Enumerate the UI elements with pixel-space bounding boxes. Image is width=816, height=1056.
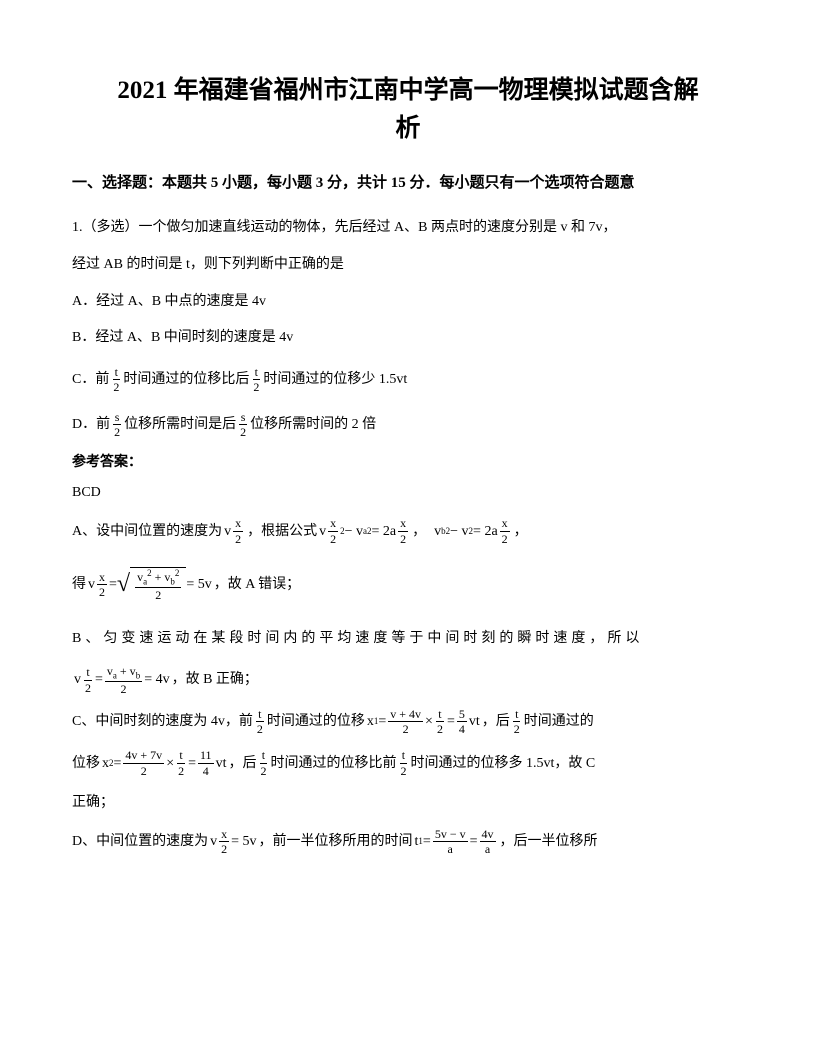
expa-de: 得 [72,568,86,602]
title-line2: 析 [395,115,420,142]
explanation-d: D、中间位置的速度为 v x2 = 5v ，前一半位移所用的时间 t1 = 5v… [72,825,744,859]
expa-mid: ，根据公式 [247,515,317,549]
optd-post: 位移所需时间的 2 倍 [250,405,376,444]
answer-label: 参考答案： [72,451,744,471]
formula-x1: x1 = v + 4v2 × t2 = 54 vt [367,705,480,739]
option-a: A．经过 A、B 中点的速度是 4v [72,287,744,318]
fraction-s-2: s 2 [112,410,122,440]
optc-pre: C．前 [72,360,109,399]
formula-a1: v x2 2 − v a 2 = 2a x2 [319,515,410,549]
expc-mid3: 时间通过的 [524,705,594,739]
expd-post: ，后一半位移所 [500,825,598,859]
expc2-post: 时间通过的位移多 1.5vt，故 C [410,747,595,781]
explanation-c2: 位移 x2 = 4v + 7v2 × t2 = 114 vt ，后 t2 时间通… [72,747,744,781]
fraction-t-2: t 2 [251,365,261,395]
explanation-a2: 得 v x2 = √ va2 + vb2 2 = 5v ，故 A 错误； [72,556,744,614]
expa-pre: A、设中间位置的速度为 [72,515,222,549]
fraction-t-2: t 2 [111,365,121,395]
answer-code: BCD [72,485,744,501]
expb2-post: ，故 B 正确； [172,663,258,697]
fraction-x-2: x 2 [233,516,243,546]
explanation-c3: 正确； [72,788,744,819]
sqrt: √ va2 + vb2 2 [117,556,186,614]
question-line1: 1.（多选）一个做匀加速直线运动的物体，先后经过 A、B 两点时的速度分别是 v… [72,213,744,244]
comma1: ， [412,515,426,549]
formula-a2: v b 2 − v 2 = 2a x2 [434,515,512,549]
explanation-b2: v t2 = va + vb 2 = 4v ，故 B 正确； [72,663,744,697]
optc-mid: 时间通过的位移比后 [123,360,249,399]
option-c: C．前 t 2 时间通过的位移比后 t 2 时间通过的位移少 1.5vt [72,360,744,399]
fraction-s-2: s 2 [238,410,248,440]
optc-post: 时间通过的位移少 1.5vt [263,360,407,399]
expc2-mid2: 时间通过的位移比前 [270,747,396,781]
explanation-c: C、中间时刻的速度为 4v，前 t2 时间通过的位移 x1 = v + 4v2 … [72,705,744,739]
v-x-half: v x 2 [224,515,245,549]
v-x-half-5v: v x2 = 5v [210,825,256,859]
expc-pre: C、中间时刻的速度为 4v，前 [72,705,253,739]
expd-pre: D、中间位置的速度为 [72,825,208,859]
formula-x2: x2 = 4v + 7v2 × t2 = 114 vt [102,747,226,781]
comma2: ， [514,515,528,549]
expa-post: ，故 A 错误； [214,568,300,602]
page-title: 2021 年福建省福州市江南中学高一物理模拟试题含解 析 [72,72,744,147]
expc-mid1: 时间通过的位移 [267,705,365,739]
option-b: B．经过 A、B 中间时刻的速度是 4v [72,323,744,354]
optd-pre: D．前 [72,405,110,444]
formula-b: v t2 = va + vb 2 = 4v [74,663,170,697]
formula-sqrt: v x2 = √ va2 + vb2 2 = 5v [88,556,212,614]
title-line1: 2021 年福建省福州市江南中学高一物理模拟试题含解 [117,77,698,104]
expc2-pre: 位移 [72,747,100,781]
option-d: D．前 s 2 位移所需时间是后 s 2 位移所需时间的 2 倍 [72,405,744,444]
expc-mid2: ，后 [482,705,510,739]
section-header: 一、选择题：本题共 5 小题，每小题 3 分，共计 15 分．每小题只有一个选项… [72,171,744,195]
formula-t1: t1 = 5v − va = 4va [415,825,498,859]
expc2-mid1: ，后 [228,747,256,781]
explanation-b: B、匀变速运动在某段时间内的平均速度等于中间时刻的瞬时速度，所以 [72,622,744,656]
question-line2: 经过 AB 的时间是 t，则下列判断中正确的是 [72,250,744,281]
expd-mid: ，前一半位移所用的时间 [259,825,413,859]
optd-mid: 位移所需时间是后 [124,405,236,444]
explanation-a: A、设中间位置的速度为 v x 2 ，根据公式 v x2 2 − v a 2 =… [72,515,744,549]
